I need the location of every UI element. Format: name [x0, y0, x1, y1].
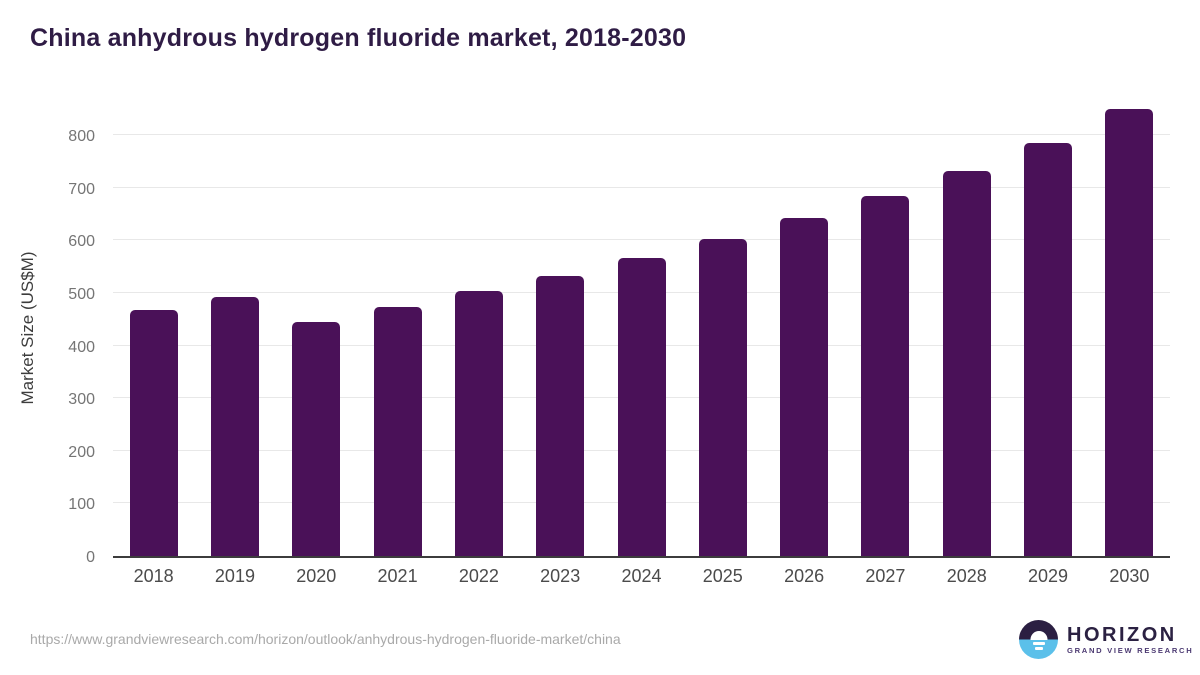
x-tick-label-2019: 2019 [214, 566, 255, 586]
x-tick-label-2023: 2023 [540, 566, 581, 586]
x-tick-label-2029: 2029 [1028, 566, 1069, 586]
source-url: https://www.grandviewresearch.com/horizo… [30, 631, 621, 647]
x-tick-label-2026: 2026 [784, 566, 825, 586]
x-tick-label-2022: 2022 [458, 566, 499, 586]
gridline-600 [113, 239, 1170, 241]
y-tick-label-500: 500 [68, 285, 95, 303]
logo-subtitle: GRAND VIEW RESEARCH [1067, 645, 1194, 655]
bar-2029 [1024, 143, 1073, 556]
bar-2024 [617, 258, 666, 556]
x-tick-label-2018: 2018 [133, 566, 174, 586]
y-axis-ticks: 0 100 200 300 400 500 600 700 800 [0, 100, 95, 566]
y-tick-label-600: 600 [68, 233, 95, 251]
y-tick-label-300: 300 [68, 391, 95, 409]
bar-2020 [292, 322, 341, 556]
y-tick-label-400: 400 [68, 338, 95, 356]
y-tick-label-200: 200 [68, 443, 95, 461]
y-tick-label-100: 100 [68, 496, 95, 514]
horizon-reflection-line [1034, 647, 1043, 650]
bar-2019 [210, 296, 259, 556]
horizon-logo-icon [1019, 620, 1058, 659]
gridline-700 [113, 186, 1170, 188]
x-tick-label-2028: 2028 [946, 566, 987, 586]
horizon-logo: HORIZON GRAND VIEW RESEARCH [1019, 620, 1193, 659]
x-axis-labels: 2018 2019 2020 2021 2022 2023 2024 2025 2026 2027… [113, 566, 1170, 590]
x-tick-label-2021: 2021 [377, 566, 418, 586]
x-tick-label-2027: 2027 [865, 566, 906, 586]
bar-2021 [373, 306, 422, 556]
x-tick-label-2025: 2025 [702, 566, 743, 586]
horizon-reflection-line [1032, 642, 1045, 645]
bar-2028 [942, 170, 991, 556]
logo-text: HORIZON GRAND VIEW RESEARCH [1067, 624, 1193, 656]
bar-2025 [698, 239, 747, 556]
bar-2026 [780, 218, 829, 556]
bar-2027 [861, 196, 910, 556]
y-tick-label-700: 700 [68, 180, 95, 198]
bar-2018 [129, 309, 178, 556]
gridline-800 [113, 134, 1170, 135]
chart-title: China anhydrous hydrogen fluoride market… [30, 24, 687, 52]
bar-2030 [1105, 108, 1154, 556]
sun-icon [1030, 630, 1047, 640]
bar-2023 [536, 276, 585, 556]
x-tick-label-2020: 2020 [296, 566, 337, 586]
x-tick-label-2030: 2030 [1109, 566, 1150, 586]
plot-area [113, 100, 1170, 558]
y-tick-label-0: 0 [86, 549, 95, 566]
y-tick-label-800: 800 [68, 128, 95, 145]
x-tick-label-2024: 2024 [621, 566, 662, 586]
logo-name: HORIZON [1067, 623, 1177, 646]
bar-2022 [454, 291, 503, 556]
